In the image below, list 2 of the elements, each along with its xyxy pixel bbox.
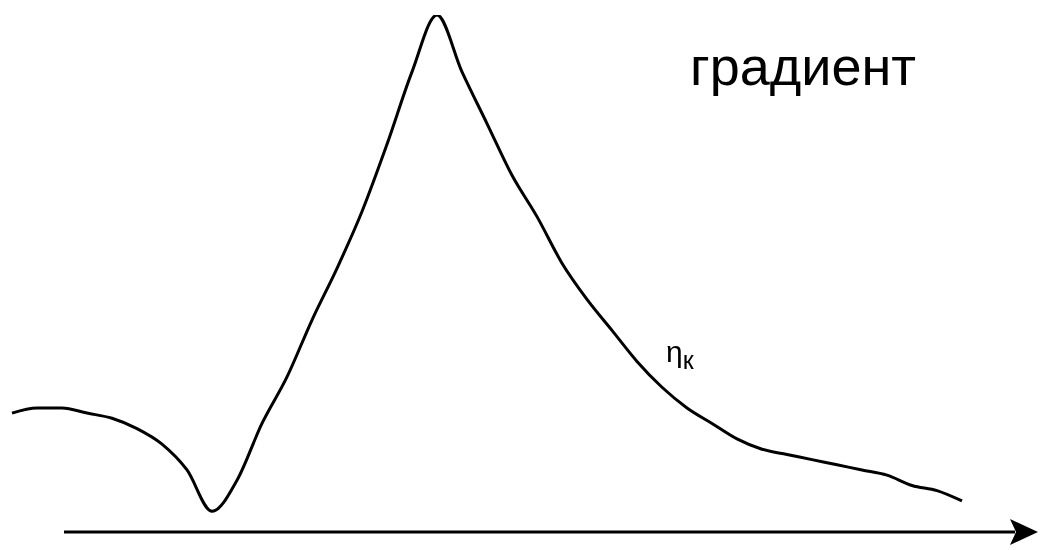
chart-title: градиент	[690, 35, 917, 97]
annotation: η$_{к}$	[666, 335, 694, 375]
